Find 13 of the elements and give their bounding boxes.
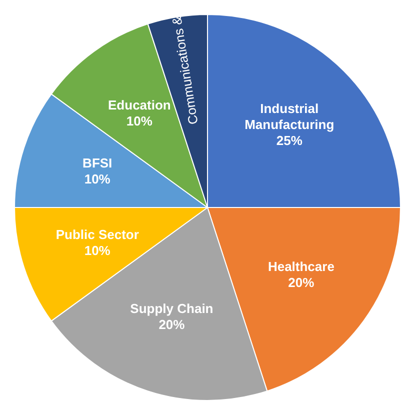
slice-label: Communications & [168,15,201,126]
slice-label: Public Sector [56,226,139,242]
data-label: 25% [276,133,303,148]
slice-label: Healthcare [268,259,334,274]
slice-label: BFSI [82,155,112,170]
data-label: 10% [84,242,111,258]
data-label: 10% [84,171,111,186]
data-label: 10% [126,113,153,128]
data-label: 20% [158,317,186,332]
slice-label: Industrial Manufacturing [244,101,334,132]
slice-label: Supply Chain [130,301,214,316]
slice-label: Education [108,97,171,112]
data-label: 20% [288,275,315,290]
